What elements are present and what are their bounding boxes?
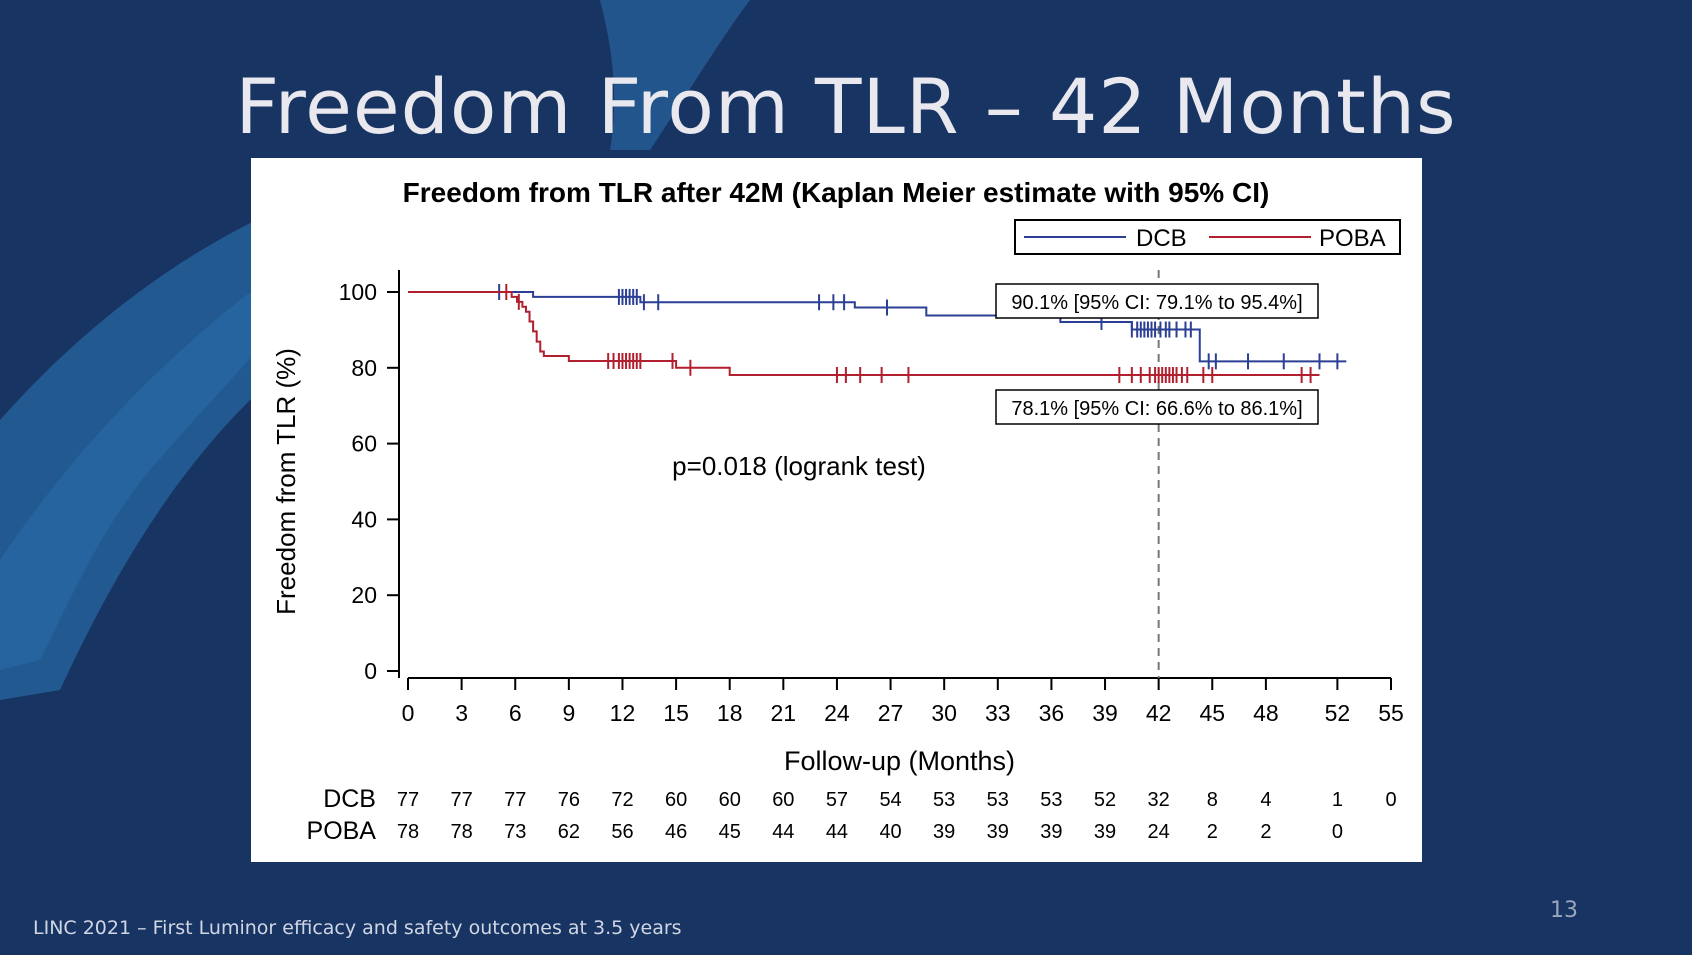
x-axis-label: Follow-up (Months) [784,746,1015,776]
risk-count: 39 [1094,821,1116,843]
risk-count: 46 [665,821,687,843]
annotation-dcb: 90.1% [95% CI: 79.1% to 95.4%] [1011,292,1302,314]
x-tick-label: 6 [509,700,522,726]
risk-count: 0 [1332,821,1343,843]
x-tick-label: 3 [455,700,468,726]
x-tick-label: 0 [402,700,415,726]
y-tick-label: 80 [351,355,377,381]
y-tick-label: 40 [351,506,377,532]
risk-count: 77 [450,789,472,811]
km-chart: Freedom from TLR after 42M (Kaplan Meier… [271,177,1404,845]
annotation-box-dcb [995,283,1319,319]
risk-count: 39 [933,821,955,843]
risk-count: 53 [933,789,955,811]
risk-count: 8 [1207,789,1218,811]
risk-row-label-poba: POBA [307,817,377,845]
risk-count: 56 [611,821,633,843]
x-tick-label: 45 [1199,700,1225,726]
y-tick-label: 0 [364,658,377,684]
risk-count: 44 [826,821,848,843]
x-tick-label: 33 [985,700,1011,726]
risk-row-label-dcb: DCB [323,785,376,813]
x-tick-label: 42 [1146,700,1172,726]
risk-count: 2 [1260,821,1271,843]
risk-count: 44 [772,821,794,843]
risk-count: 72 [611,789,633,811]
risk-count: 76 [558,789,580,811]
page-number: 13 [1550,898,1578,923]
risk-count: 1 [1332,789,1343,811]
risk-count: 45 [719,821,741,843]
slide-title: Freedom From TLR – 42 Months [235,62,1457,151]
x-tick-label: 24 [824,700,850,726]
risk-count: 0 [1385,789,1396,811]
risk-count: 73 [504,821,526,843]
risk-count: 78 [450,821,472,843]
annotation-poba: 78.1% [95% CI: 66.6% to 86.1%] [1011,398,1302,420]
x-tick-label: 39 [1092,700,1118,726]
footer-text: LINC 2021 – First Luminor efficacy and s… [33,917,682,939]
x-tick-label: 21 [771,700,797,726]
risk-count: 78 [397,821,419,843]
legend-label-poba: POBA [1319,225,1386,252]
x-tick-label: 15 [663,700,689,726]
legend-label-dcb: DCB [1136,225,1187,252]
risk-count: 53 [987,789,1009,811]
risk-count: 77 [397,789,419,811]
risk-count: 62 [558,821,580,843]
chart-title: Freedom from TLR after 42M (Kaplan Meier… [403,177,1270,208]
y-tick-label: 20 [351,582,377,608]
x-tick-label: 52 [1325,700,1351,726]
annotation-box-poba [995,389,1319,425]
risk-count: 39 [1040,821,1062,843]
risk-count: 2 [1207,821,1218,843]
y-axis-label: Freedom from TLR (%) [271,348,301,615]
risk-count: 54 [879,789,901,811]
risk-count: 32 [1148,789,1170,811]
risk-count: 77 [504,789,526,811]
y-tick-label: 100 [339,279,377,305]
risk-count: 40 [879,821,901,843]
risk-count: 60 [772,789,794,811]
x-tick-label: 9 [562,700,575,726]
risk-count: 24 [1148,821,1170,843]
x-tick-label: 36 [1039,700,1065,726]
risk-count: 60 [719,789,741,811]
y-tick-label: 60 [351,431,377,457]
risk-count: 52 [1094,789,1116,811]
x-tick-label: 27 [878,700,904,726]
risk-count: 53 [1040,789,1062,811]
chart-panel: Freedom from TLR after 42M (Kaplan Meier… [251,158,1422,862]
x-tick-label: 55 [1378,700,1404,726]
x-tick-label: 18 [717,700,743,726]
annotation-pvalue: p=0.018 (logrank test) [672,451,926,481]
x-tick-label: 30 [931,700,957,726]
risk-count: 39 [987,821,1009,843]
risk-count: 4 [1260,789,1271,811]
risk-count: 60 [665,789,687,811]
x-tick-label: 48 [1253,700,1279,726]
x-tick-label: 12 [610,700,636,726]
risk-count: 57 [826,789,848,811]
